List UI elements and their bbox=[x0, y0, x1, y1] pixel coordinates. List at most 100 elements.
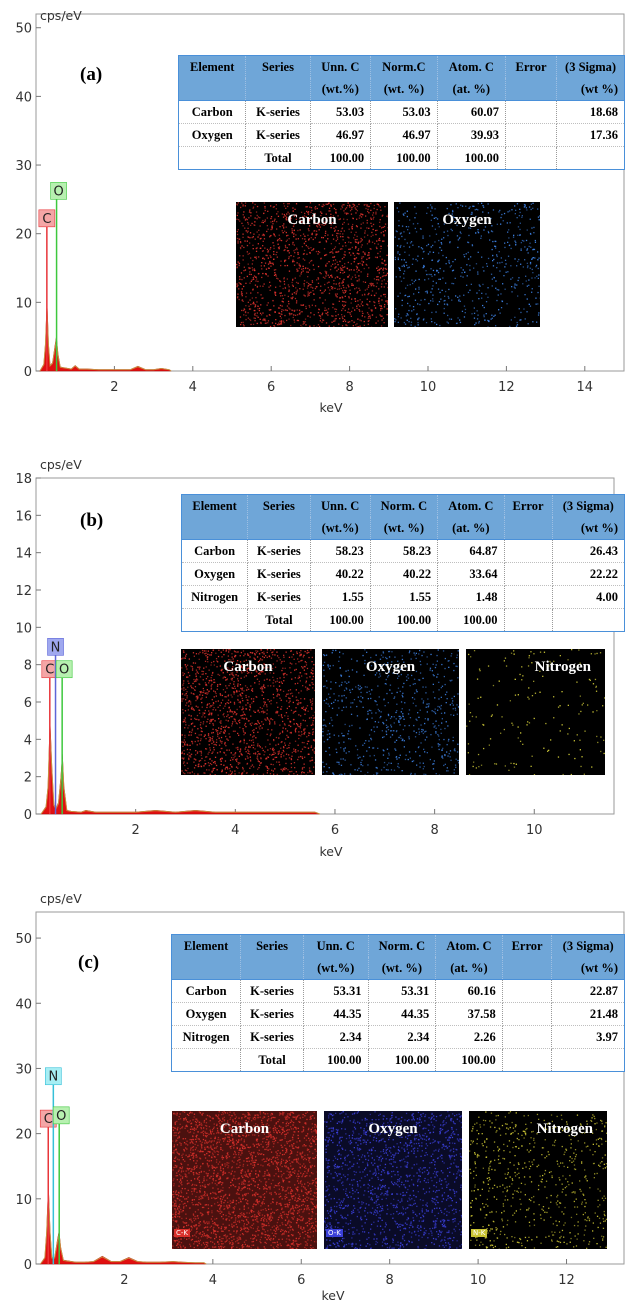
map-dots bbox=[172, 1111, 317, 1249]
map-label: Carbon bbox=[223, 659, 273, 675]
table-cell bbox=[551, 1048, 625, 1072]
table-header-row: Element Series Unn. C Norm.C Atom. C Error (3 … bbox=[178, 55, 625, 78]
table-cell: Total bbox=[240, 1048, 304, 1072]
y-tick-label: 50 bbox=[15, 22, 32, 37]
table-cell bbox=[505, 100, 558, 124]
table-row: Oxygen K-series 44.35 44.35 37.58 21.48 bbox=[171, 1002, 625, 1026]
table-cell: 44.35 bbox=[368, 1002, 437, 1026]
table-header-cell: (wt.%) bbox=[303, 957, 369, 980]
table-cell: 39.93 bbox=[437, 123, 507, 147]
table-cell: 100.00 bbox=[437, 146, 507, 170]
table-cell: 26.43 bbox=[552, 539, 625, 563]
element-marker-o bbox=[50, 182, 67, 200]
spectrum-panel-a: 0 10 20 30 40 50 2 4 6 8 10 12 14 cps/eV keV C O (a) Eleme… bbox=[0, 0, 625, 420]
table-header-cell: Norm. C bbox=[370, 494, 439, 517]
y-tick-label: 10 bbox=[15, 1193, 32, 1208]
composition-table: Element Series Unn. C Norm. C Atom. C Error (3… bbox=[181, 494, 625, 632]
table-cell: K-series bbox=[247, 539, 311, 563]
table-header-cell: Element bbox=[171, 934, 242, 957]
table-header-cell: (wt %) bbox=[556, 78, 625, 101]
y-tick-label: 30 bbox=[15, 159, 32, 174]
table-header-cell: (wt. %) bbox=[370, 78, 438, 101]
table-cell: 46.97 bbox=[310, 123, 372, 147]
table-cell: 53.31 bbox=[368, 979, 437, 1003]
table-header-cell: (at. %) bbox=[437, 517, 505, 540]
table-cell: 4.00 bbox=[552, 585, 625, 609]
table-header-cell: Element bbox=[181, 494, 249, 517]
y-axis-title: cps/eV bbox=[40, 457, 82, 472]
spectrum-panel-b: 0 2 4 6 8 10 12 14 16 18 2 4 6 8 10 cps/eV keV C N O (b) Elem… bbox=[0, 436, 625, 866]
table-cell bbox=[552, 608, 625, 632]
elemental-map-carbon: Carbon C-K bbox=[172, 1111, 317, 1249]
table-cell: 60.16 bbox=[435, 979, 503, 1003]
table-cell bbox=[505, 123, 558, 147]
x-tick-label: 6 bbox=[331, 823, 339, 838]
table-cell bbox=[504, 585, 553, 609]
y-tick-label: 50 bbox=[15, 932, 32, 947]
table-cell: 33.64 bbox=[437, 562, 505, 586]
table-row: Carbon K-series 53.03 53.03 60.07 18.68 bbox=[178, 100, 625, 124]
element-marker-o bbox=[52, 1106, 70, 1125]
table-cell: K-series bbox=[245, 100, 311, 124]
table-header-cell: Error bbox=[505, 55, 558, 78]
table-cell bbox=[171, 1048, 242, 1072]
y-tick-label: 20 bbox=[15, 1128, 32, 1143]
table-header-cell: (3 Sigma) bbox=[556, 55, 625, 78]
table-cell: 100.00 bbox=[310, 146, 372, 170]
table-cell bbox=[502, 979, 553, 1003]
element-marker-o bbox=[55, 660, 73, 679]
map-dots bbox=[181, 649, 315, 775]
table-row: Total 100.00 100.00 100.00 bbox=[181, 608, 625, 632]
table-header-cell: Element bbox=[178, 55, 247, 78]
spectrum-plot: 0 10 20 30 40 50 2 4 6 8 10 12 cps/eV keV C N O bbox=[15, 891, 625, 1303]
table-header-cell: (wt. %) bbox=[370, 517, 439, 540]
table-header-cell bbox=[505, 78, 558, 101]
table-row: Carbon K-series 58.23 58.23 64.87 26.43 bbox=[181, 539, 625, 563]
table-cell: 22.22 bbox=[552, 562, 625, 586]
table-cell: Oxygen bbox=[181, 562, 249, 586]
table-header-cell bbox=[245, 78, 311, 101]
map-dots bbox=[324, 1111, 462, 1249]
table-header-cell bbox=[502, 957, 553, 980]
map-dots bbox=[466, 649, 605, 775]
y-axis-title: cps/eV bbox=[40, 891, 82, 906]
map-label: Oxygen bbox=[368, 1121, 418, 1137]
table-cell: 100.00 bbox=[310, 608, 371, 632]
x-tick-label: 6 bbox=[267, 380, 275, 395]
element-marker-label: N bbox=[51, 640, 61, 655]
panel-label: (b) bbox=[80, 510, 104, 531]
y-tick-label: 16 bbox=[15, 509, 32, 524]
table-header-cell: (3 Sigma) bbox=[551, 934, 625, 957]
map-label: Oxygen bbox=[365, 659, 416, 675]
spectrum-fit-line bbox=[39, 1191, 207, 1265]
plot-frame bbox=[35, 477, 615, 815]
y-tick-label: 10 bbox=[15, 621, 32, 636]
y-tick-label: 14 bbox=[15, 547, 32, 562]
x-axis-title: keV bbox=[321, 1288, 344, 1303]
table-header-cell: (wt. %) bbox=[368, 957, 437, 980]
spectrum-plot: 0 2 4 6 8 10 12 14 16 18 2 4 6 8 10 cps/eV keV CNO bbox=[15, 457, 615, 859]
table-cell: Carbon bbox=[181, 539, 249, 563]
table-cell: K-series bbox=[240, 1002, 304, 1026]
table-cell: 53.03 bbox=[310, 100, 372, 124]
table-cell: Carbon bbox=[178, 100, 247, 124]
table-header-cell: Series bbox=[247, 494, 311, 517]
table-header-cell: (3 Sigma) bbox=[552, 494, 625, 517]
x-axis-title: keV bbox=[319, 400, 342, 415]
y-tick-label: 0 bbox=[24, 365, 32, 380]
table-cell: K-series bbox=[245, 123, 311, 147]
table-cell: 1.55 bbox=[370, 585, 439, 609]
table-header-row: Element Series Unn. C Norm. C Atom. C Error (3… bbox=[171, 934, 625, 957]
table-header-cell: Unn. C bbox=[310, 494, 371, 517]
y-tick-label: 0 bbox=[24, 808, 32, 823]
table-header-cell: Series bbox=[245, 55, 311, 78]
table-row: Carbon K-series 53.31 53.31 60.16 22.87 bbox=[171, 979, 625, 1003]
table-header-row: (wt.%) (wt. %) (at. %) (wt %) bbox=[171, 957, 625, 980]
spectrum-fit-line bbox=[39, 307, 172, 372]
table-row: Oxygen K-series 46.97 46.97 39.93 17.36 bbox=[178, 123, 625, 147]
x-tick-label: 8 bbox=[430, 823, 438, 838]
table-cell: Total bbox=[247, 608, 311, 632]
table-cell: K-series bbox=[240, 1025, 304, 1049]
table-header-cell: Norm. C bbox=[368, 934, 437, 957]
table-cell: Oxygen bbox=[178, 123, 247, 147]
